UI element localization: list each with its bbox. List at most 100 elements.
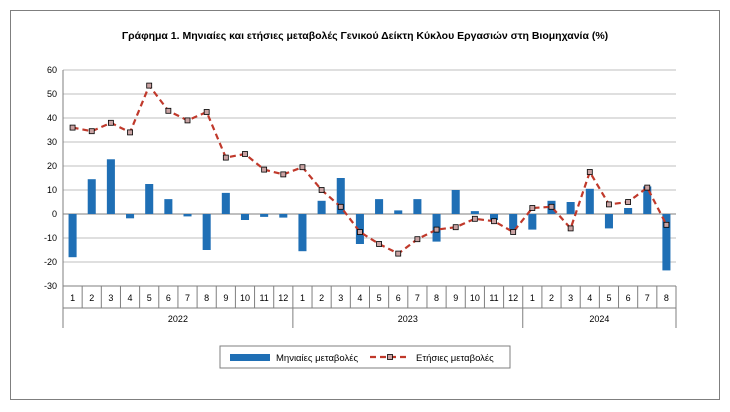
y-tick-label: -10 — [44, 233, 57, 243]
x-tick-label: 6 — [166, 293, 171, 303]
bar — [643, 186, 652, 214]
line-point — [433, 226, 440, 233]
bar — [528, 214, 537, 230]
bar — [221, 192, 230, 214]
y-tick-label: 10 — [47, 185, 57, 195]
bar — [145, 184, 154, 214]
x-tick-label: 9 — [453, 293, 458, 303]
bar — [336, 178, 345, 214]
line-point — [318, 187, 325, 193]
y-tick-label: 50 — [47, 89, 57, 99]
x-tick-label: 4 — [357, 293, 362, 303]
line-point — [146, 82, 153, 89]
x-tick-label: 7 — [415, 293, 420, 303]
bar — [509, 214, 518, 230]
line-point — [529, 205, 536, 211]
line-point — [107, 119, 114, 126]
year-label: 2023 — [398, 314, 418, 324]
y-tick-label: -30 — [44, 281, 57, 291]
x-tick-label: 12 — [508, 293, 518, 303]
bar — [375, 199, 384, 214]
legend-label-line: Ετήσιες μεταβολές — [416, 353, 494, 364]
bar — [355, 214, 364, 244]
line-point — [222, 154, 229, 161]
y-axis: -30 -20 -10 0 10 20 30 40 50 60 — [44, 65, 64, 291]
bar — [413, 199, 422, 214]
y-tick-label: 0 — [52, 209, 57, 219]
bar — [202, 214, 211, 250]
line-point — [644, 184, 651, 191]
bar — [317, 200, 326, 214]
line-point — [69, 124, 76, 131]
x-tick-label: 5 — [606, 293, 611, 303]
x-tick-label: 10 — [470, 293, 480, 303]
bar — [164, 199, 173, 214]
line-series — [69, 82, 670, 257]
legend-swatch-marker — [387, 354, 393, 360]
line-point — [88, 128, 95, 135]
line-point — [165, 107, 172, 114]
line-point — [414, 236, 421, 243]
line-point — [337, 203, 344, 210]
x-tick-label: 6 — [626, 293, 631, 303]
bar — [106, 159, 115, 214]
line-point — [280, 171, 287, 178]
bar-series — [68, 159, 671, 271]
legend-label-bar: Μηνιαίες μεταβολές — [276, 353, 358, 364]
line-point — [625, 199, 632, 205]
x-tick-label: 3 — [568, 293, 573, 303]
x-tick-label: 3 — [338, 293, 343, 303]
bar — [470, 211, 479, 214]
bar — [394, 210, 403, 214]
y-tick-label: -20 — [44, 257, 57, 267]
line-point — [203, 109, 210, 115]
line-point — [471, 215, 478, 222]
bar — [489, 214, 499, 220]
x-tick-label: 1 — [300, 293, 305, 303]
x-tick-label: 1 — [70, 293, 75, 303]
x-tick-label: 2 — [89, 293, 94, 303]
x-tick-label: 7 — [645, 293, 650, 303]
bar — [604, 214, 613, 229]
x-tick-label: 11 — [259, 293, 268, 303]
x-tick-label: 6 — [396, 293, 401, 303]
x-tick-label: 5 — [147, 293, 152, 303]
year-label: 2022 — [168, 314, 188, 324]
x-tick-label: 8 — [204, 293, 209, 303]
chart-frame — [10, 10, 720, 400]
y-tick-label: 30 — [47, 137, 57, 147]
x-tick-label: 2 — [549, 293, 554, 303]
line-point — [127, 129, 133, 136]
x-tick-label: 4 — [587, 293, 592, 303]
x-tick-label: 2 — [319, 293, 324, 303]
year-label: 2024 — [589, 314, 609, 324]
line-point — [548, 203, 555, 210]
x-tick-label: 11 — [489, 293, 498, 303]
x-tick-label: 12 — [278, 293, 288, 303]
chart-title: Γράφημα 1. Μηνιαίες και ετήσιες μεταβολέ… — [121, 30, 609, 42]
legend-box — [219, 345, 511, 369]
line-point — [606, 201, 612, 208]
x-tick-label: 1 — [530, 293, 535, 303]
gridlines — [63, 69, 676, 287]
bar — [566, 202, 575, 214]
line-point — [567, 225, 574, 232]
line-path — [72, 83, 668, 255]
line-point — [242, 151, 248, 157]
bar — [279, 214, 288, 218]
bar — [183, 214, 192, 217]
bar — [662, 214, 671, 271]
bar — [298, 214, 307, 252]
y-tick-label: 20 — [47, 161, 57, 171]
x-tick-label: 10 — [240, 293, 250, 303]
bar — [68, 214, 77, 258]
line-point — [663, 221, 670, 228]
line-point — [491, 218, 497, 225]
legend: Μηνιαίες μεταβολές Ετήσιες μεταβολές — [219, 345, 511, 369]
bar — [126, 214, 135, 219]
line-point — [261, 166, 268, 173]
line-point — [299, 164, 306, 171]
x-tick-label: 5 — [377, 293, 382, 303]
x-tick-label: 7 — [185, 293, 190, 303]
